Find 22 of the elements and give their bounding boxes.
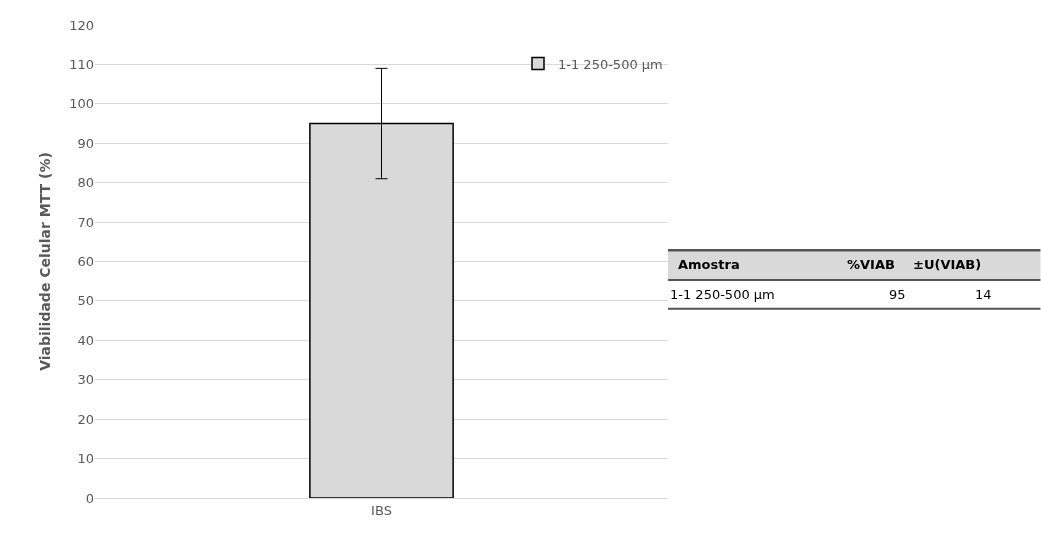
y-tick-label: 10 bbox=[77, 451, 94, 467]
y-tick-label: 120 bbox=[69, 17, 94, 33]
y-tick-label: 20 bbox=[77, 411, 94, 427]
y-tick-label: 0 bbox=[85, 490, 94, 506]
y-tick-label: 100 bbox=[69, 96, 94, 112]
text: Amostra bbox=[678, 257, 740, 272]
y-tick-label: 50 bbox=[77, 293, 94, 309]
y-tick-label: 60 bbox=[77, 254, 94, 270]
y-tick-label: 110 bbox=[69, 56, 94, 72]
y-tick-label: 40 bbox=[77, 332, 94, 348]
text: %VIAB bbox=[847, 257, 895, 272]
y-tick-label: 90 bbox=[77, 135, 94, 151]
x-tick-label: IBS bbox=[371, 502, 392, 518]
text: 1-1 250-500 µm bbox=[670, 287, 775, 302]
y-axis-title: Viabilidade Celular MTT (%) bbox=[36, 152, 53, 371]
legend-label: 1-1 250-500 µm bbox=[558, 56, 663, 72]
y-tick-label: 70 bbox=[77, 214, 94, 230]
y-tick-label: 80 bbox=[77, 175, 94, 191]
text: 14 bbox=[975, 287, 992, 302]
text: ±U(VIAB) bbox=[913, 257, 982, 272]
y-tick-label: 30 bbox=[77, 372, 94, 388]
text: 95 bbox=[889, 287, 906, 302]
